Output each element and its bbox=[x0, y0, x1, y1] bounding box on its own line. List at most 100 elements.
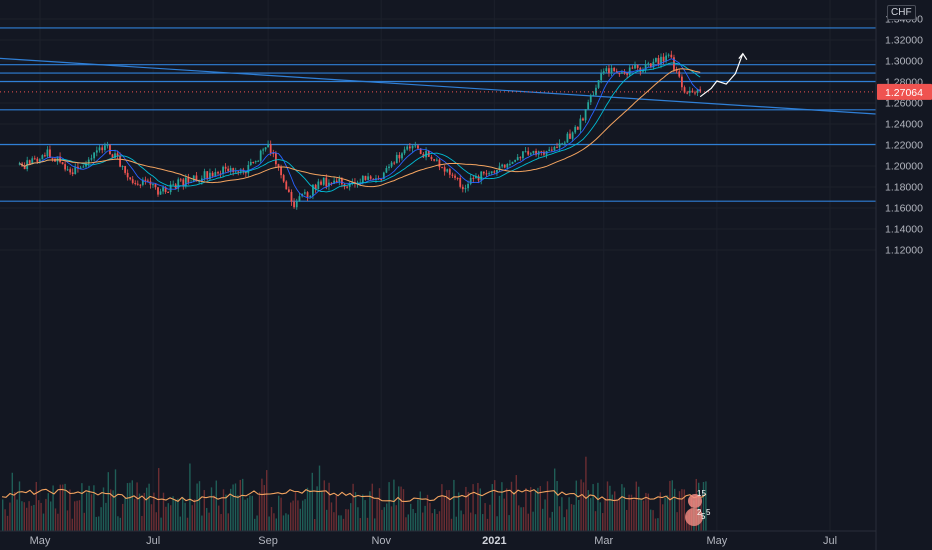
volume-bar bbox=[287, 514, 289, 531]
volume-bar bbox=[280, 497, 282, 531]
volume-bar bbox=[410, 503, 412, 531]
volume-bar bbox=[206, 507, 208, 531]
volume-bar bbox=[263, 485, 265, 531]
volume-bar bbox=[633, 499, 635, 531]
candle-body bbox=[665, 55, 668, 62]
y-tick-label: 1.18000 bbox=[885, 182, 923, 194]
volume-bar bbox=[429, 502, 431, 531]
volume-bar bbox=[477, 482, 479, 531]
volume-marker-label: 5 bbox=[706, 508, 711, 517]
volume-bar bbox=[347, 509, 349, 531]
candle-body bbox=[574, 126, 577, 133]
candle-body bbox=[576, 126, 579, 130]
volume-bar bbox=[438, 511, 441, 531]
candle-body bbox=[224, 166, 227, 169]
volume-bar bbox=[304, 499, 306, 531]
candle-body bbox=[524, 151, 527, 153]
volume-bar bbox=[81, 483, 83, 531]
candle-body bbox=[509, 163, 511, 165]
candle-body bbox=[222, 166, 224, 175]
candle-body bbox=[41, 155, 44, 160]
volume-bar bbox=[316, 486, 318, 531]
volume-bar bbox=[436, 514, 438, 531]
candle-body bbox=[51, 157, 54, 159]
volume-bar bbox=[335, 495, 337, 531]
volume-bar bbox=[366, 517, 369, 531]
candle-body bbox=[467, 183, 469, 189]
candle-body bbox=[361, 175, 364, 183]
volume-bar bbox=[294, 492, 297, 531]
candle-body bbox=[425, 150, 427, 158]
volume-bar bbox=[501, 482, 503, 531]
volume-bar bbox=[297, 500, 299, 531]
volume-bar bbox=[640, 498, 642, 531]
volume-bar bbox=[441, 484, 443, 531]
candle-body bbox=[111, 154, 114, 158]
volume-bar bbox=[203, 490, 205, 531]
volume-bar bbox=[179, 516, 181, 531]
volume-bar bbox=[148, 483, 150, 531]
candle-body bbox=[267, 144, 269, 148]
candle-body bbox=[480, 171, 483, 181]
volume-bar bbox=[225, 494, 227, 531]
candle-body bbox=[298, 196, 301, 202]
candle-body bbox=[600, 73, 603, 81]
volume-bar bbox=[626, 509, 628, 531]
volume-bar bbox=[258, 492, 261, 531]
candle-body bbox=[144, 179, 147, 181]
volume-bar bbox=[110, 489, 112, 531]
volume-bar bbox=[448, 489, 450, 531]
volume-bar bbox=[186, 517, 189, 531]
candle-body bbox=[393, 162, 396, 164]
candle-body bbox=[443, 167, 446, 172]
volume-bar bbox=[383, 507, 385, 531]
candle-body bbox=[438, 159, 441, 168]
candle-body bbox=[626, 73, 629, 75]
volume-bar bbox=[354, 492, 357, 531]
candle-body bbox=[290, 191, 293, 202]
volume-bar bbox=[568, 497, 570, 531]
volume-bar bbox=[376, 498, 378, 531]
candle-body bbox=[134, 182, 137, 184]
volume-bar bbox=[465, 486, 467, 531]
volume-bar bbox=[16, 499, 18, 531]
candle-body bbox=[563, 142, 566, 144]
candle-body bbox=[535, 150, 537, 155]
volume-bar bbox=[71, 518, 73, 531]
volume-bar bbox=[38, 500, 40, 531]
candle-body bbox=[320, 181, 322, 185]
candle-body bbox=[490, 171, 493, 174]
candle-body bbox=[556, 146, 558, 148]
volume-bar bbox=[462, 514, 465, 531]
volume-bar bbox=[138, 493, 141, 531]
volume-bar bbox=[566, 509, 568, 531]
volume-bar bbox=[594, 511, 597, 531]
candle-body bbox=[459, 178, 462, 187]
candle-body bbox=[660, 56, 662, 65]
volume-bar bbox=[326, 509, 328, 531]
volume-bar bbox=[611, 494, 613, 531]
volume-bar bbox=[609, 485, 611, 531]
volume-bar bbox=[40, 502, 42, 531]
candle-body bbox=[124, 166, 127, 173]
candle-body bbox=[414, 145, 417, 147]
volume-bar bbox=[590, 498, 592, 531]
candle-body bbox=[519, 157, 522, 159]
volume-bar bbox=[9, 502, 11, 531]
volume-bar bbox=[374, 518, 376, 531]
volume-bar bbox=[647, 493, 649, 531]
volume-average-line bbox=[1, 488, 707, 503]
volume-bar bbox=[657, 518, 659, 531]
volume-bar bbox=[702, 481, 705, 531]
volume-bar bbox=[599, 502, 601, 531]
candle-body bbox=[482, 171, 485, 174]
candle-body bbox=[262, 149, 265, 151]
volume-bar bbox=[129, 482, 131, 531]
candle-body bbox=[382, 172, 385, 180]
volume-bar bbox=[311, 472, 313, 531]
candle-body bbox=[187, 177, 190, 183]
volume-bar bbox=[4, 509, 6, 531]
volume-bar bbox=[450, 518, 453, 531]
candle-body bbox=[106, 145, 109, 147]
